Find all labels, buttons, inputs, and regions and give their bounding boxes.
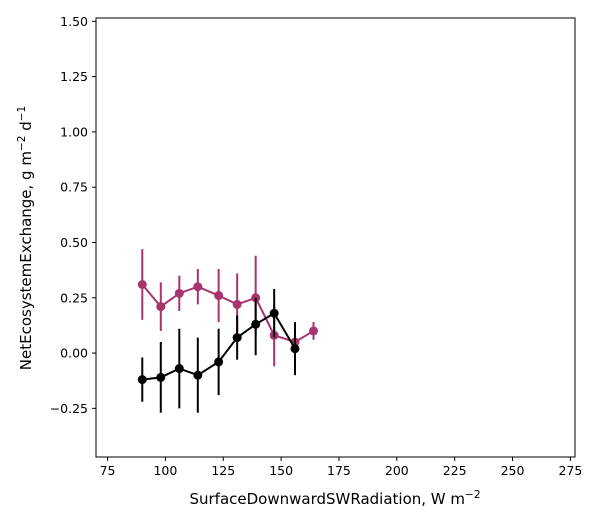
data-point (174, 288, 184, 298)
x-tick-label: 125 (211, 463, 235, 478)
y-tick-label: 0.00 (60, 346, 88, 361)
data-point (174, 364, 184, 374)
data-point (290, 344, 300, 354)
x-tick-label: 200 (385, 463, 409, 478)
x-tick-label: 100 (153, 463, 177, 478)
x-tick-label: 150 (269, 463, 293, 478)
x-axis-ticks: 75 100 125 150 175 200 225 250 275 (100, 457, 582, 478)
y-tick-label: −0.25 (50, 401, 88, 416)
y-axis-label: NetEcosystemExchange, g m−2 d−1 (16, 106, 35, 370)
data-point (232, 333, 242, 343)
data-point (269, 308, 279, 318)
data-point (214, 357, 224, 367)
data-point (251, 319, 261, 329)
data-point (214, 291, 224, 301)
x-tick-label: 275 (558, 463, 582, 478)
y-tick-label: 1.25 (60, 69, 88, 84)
data-point (309, 326, 319, 336)
data-point (156, 372, 166, 382)
y-tick-label: 0.75 (60, 180, 88, 195)
data-point (193, 282, 203, 292)
data-point (137, 375, 147, 385)
plot-frame (95, 17, 576, 458)
y-tick-label: 1.00 (60, 124, 88, 139)
data-point (232, 299, 242, 309)
y-tick-label: 0.50 (60, 235, 88, 250)
x-axis-label: SurfaceDownwardSWRadiation, W m−2 (189, 489, 480, 508)
y-tick-label: 0.25 (60, 290, 88, 305)
x-tick-label: 225 (443, 463, 467, 478)
x-tick-label: 75 (100, 463, 116, 478)
x-tick-label: 175 (327, 463, 351, 478)
y-axis-ticks: −0.25 0.00 0.25 0.50 0.75 1.00 1.25 1.50 (50, 14, 96, 416)
data-point (156, 302, 166, 312)
x-tick-label: 250 (501, 463, 525, 478)
y-tick-label: 1.50 (60, 14, 88, 29)
data-point (137, 279, 147, 289)
data-marks (137, 249, 319, 413)
data-point (193, 370, 203, 380)
series-line (141, 283, 315, 344)
plot-area (96, 18, 575, 457)
